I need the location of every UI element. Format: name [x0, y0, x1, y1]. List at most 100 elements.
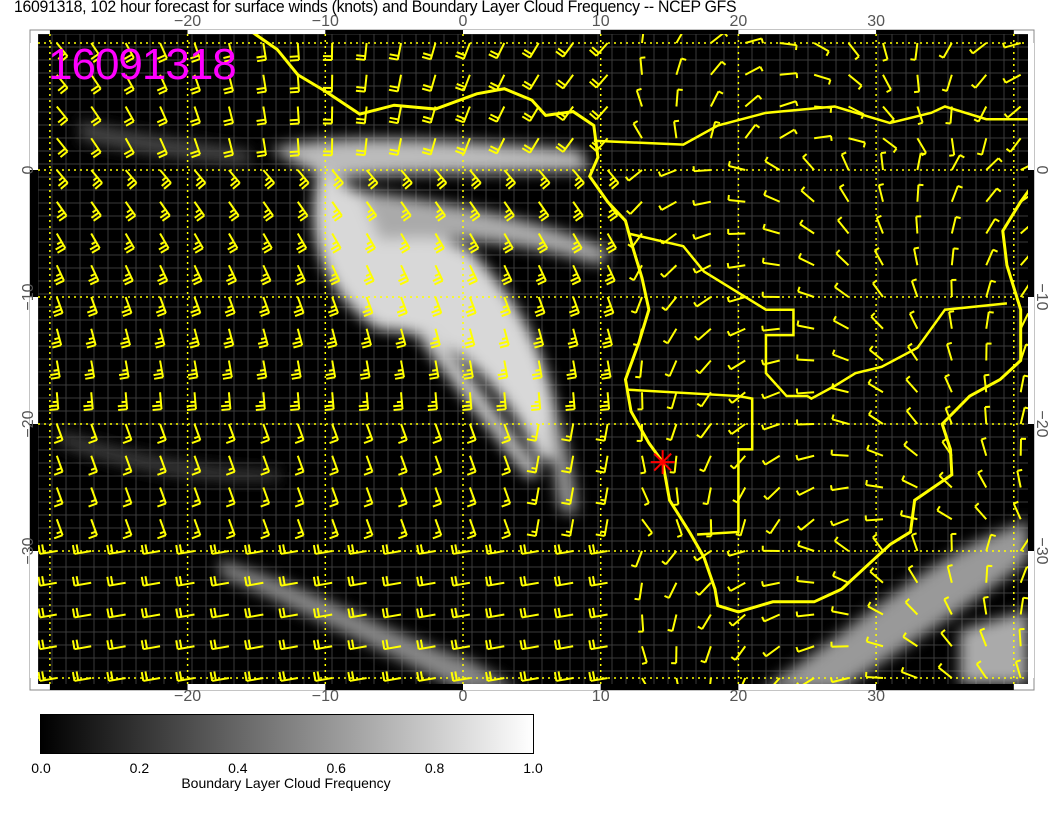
wind-barb: [665, 423, 678, 442]
wind-barb: [657, 169, 677, 178]
wind-barb: [466, 518, 477, 540]
wind-barb: [278, 544, 298, 555]
wind-barb: [312, 607, 333, 619]
wind-barb: [429, 328, 441, 349]
wind-barb: [595, 519, 609, 537]
wind-barb: [466, 423, 477, 444]
wind-barb: [329, 455, 339, 476]
wind-barb: [813, 42, 830, 57]
wind-barb: [191, 455, 202, 476]
wind-barb: [641, 645, 648, 665]
lat-axis-bar: [1028, 43, 1034, 170]
wind-barb: [416, 607, 436, 619]
wind-barb: [641, 487, 650, 506]
wind-barb: [796, 677, 815, 684]
colorbar-tick-label: 0.4: [228, 760, 248, 776]
lon-tick-label: −20: [174, 13, 201, 30]
wind-barb: [696, 423, 712, 439]
wind-barb: [363, 264, 375, 286]
lon-axis-bar: [49, 684, 188, 690]
wind-barb: [709, 677, 712, 684]
wind-barb: [865, 671, 884, 679]
wind-barb: [602, 328, 613, 349]
wind-barb: [398, 455, 408, 476]
lon-axis-bar: [463, 684, 601, 690]
colorbar-label: Boundary Layer Cloud Frequency: [181, 775, 391, 791]
wind-barb: [52, 296, 64, 317]
wind-barb: [193, 201, 206, 222]
wind-barb: [140, 639, 161, 651]
wind-barb: [671, 646, 678, 665]
wind-barb: [913, 246, 920, 266]
wind-barb: [400, 201, 412, 222]
wind-barb: [830, 641, 849, 648]
wind-barb: [488, 137, 506, 155]
wind-barb: [394, 360, 405, 380]
wind-barb: [535, 264, 547, 286]
lon-tick-label: 20: [730, 13, 748, 30]
wind-barb: [673, 119, 680, 139]
wind-barb: [634, 582, 643, 601]
lat-tick-label: −30: [20, 537, 37, 564]
country-borders: [628, 388, 754, 536]
wind-barb: [1020, 165, 1028, 171]
wind-barb: [38, 639, 57, 651]
lat-tick-label: 0: [1033, 166, 1050, 175]
wind-barb: [865, 636, 884, 648]
wind-barb: [225, 455, 236, 476]
wind-barb: [322, 106, 334, 125]
wind-barb: [464, 328, 476, 349]
wind-barb: [1019, 406, 1028, 425]
wind-barb: [692, 232, 712, 240]
wind-barb: [632, 120, 643, 139]
wind-barb: [432, 423, 443, 444]
wind-barb: [255, 392, 266, 411]
wind-barb: [398, 487, 408, 508]
wind-barb: [122, 518, 133, 540]
wind-barb: [53, 455, 64, 476]
wind-barb: [355, 42, 368, 61]
wind-barb: [90, 74, 102, 95]
wind-barb: [500, 296, 512, 317]
wind-barb: [570, 264, 582, 286]
wind-barb: [813, 73, 832, 85]
wind-barb: [637, 392, 644, 411]
wind-barb: [728, 613, 746, 627]
wind-barb: [761, 391, 781, 400]
wind-barb: [779, 128, 798, 140]
wind-barb: [326, 328, 338, 349]
wind-barb: [223, 328, 235, 349]
wind-barb: [907, 564, 919, 584]
wind-barb: [158, 232, 170, 254]
wind-barb: [223, 42, 234, 63]
wind-barb: [485, 544, 505, 555]
wind-barb: [950, 532, 957, 552]
wind-barb: [902, 632, 918, 648]
lat-axis-bar: [30, 424, 38, 551]
wind-barb: [950, 247, 959, 266]
wind-barb: [901, 475, 918, 489]
lat-axis-bar: [30, 551, 38, 678]
wind-barb: [973, 106, 988, 123]
wind-barb: [256, 42, 267, 63]
wind-barb: [381, 544, 402, 555]
wind-barb: [123, 232, 136, 254]
wind-barb: [848, 137, 866, 148]
wind-barb: [692, 166, 711, 173]
wind-barb: [289, 392, 301, 411]
wind-barb: [519, 544, 539, 555]
colorbar: [40, 714, 534, 754]
wind-barb: [455, 137, 471, 156]
wind-barb: [261, 232, 273, 254]
wind-barb: [949, 138, 956, 157]
wind-barb: [537, 232, 549, 254]
wind-barb: [157, 264, 169, 286]
wind-barb: [762, 645, 781, 658]
wind-barb: [985, 218, 1000, 235]
wind-barb: [157, 518, 167, 540]
wind-barb: [744, 123, 761, 139]
wind-barb: [744, 94, 763, 108]
wind-barb: [88, 264, 100, 286]
wind-barb: [469, 201, 481, 222]
wind-barb: [140, 544, 161, 555]
